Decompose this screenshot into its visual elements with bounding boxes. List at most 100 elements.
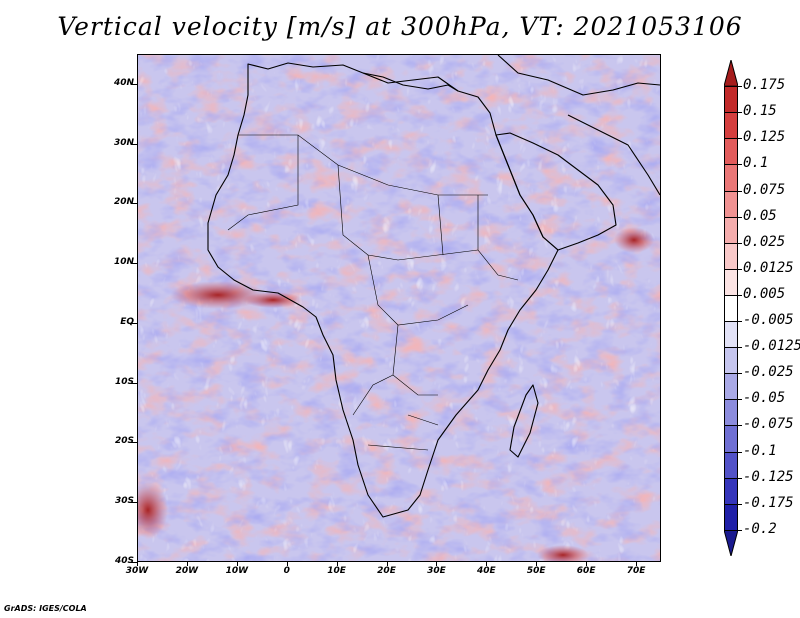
lat-tick: [131, 83, 137, 85]
colorbar-tick: [724, 112, 742, 114]
colorbar-tick: [724, 86, 742, 88]
colorbar-swatch: [724, 399, 738, 426]
colorbar-swatch: [724, 477, 738, 504]
colorbar-tick: [724, 477, 742, 479]
colorbar-tick: [724, 216, 742, 218]
lon-tick: [636, 562, 638, 566]
lat-label: 40N: [113, 77, 134, 88]
colorbar-label: -0.2: [743, 520, 777, 537]
lon-label: 10E: [327, 566, 346, 576]
colorbar-swatch: [724, 294, 738, 322]
colorbar-swatch: [724, 321, 738, 348]
colorbar-swatch: [724, 373, 738, 400]
colorbar-tick: [724, 347, 742, 349]
colorbar-swatch: [724, 138, 738, 165]
colorbar-tick: [724, 425, 742, 427]
colorbar-tick: [724, 138, 742, 140]
updraft-gulf-of-guinea: [243, 292, 303, 308]
colorbar-label: 0.15: [743, 103, 777, 120]
colorbar-label: 0.075: [743, 181, 786, 198]
updraft-south-atlantic: [138, 482, 168, 538]
lon-label: 60E: [576, 566, 596, 576]
lon-tick: [186, 562, 188, 566]
colorbar-tick: [724, 529, 742, 531]
colorbar-tick: [724, 451, 742, 453]
colorbar-swatch: [724, 503, 738, 530]
colorbar-tick: [724, 503, 742, 505]
colorbar-label: 0.125: [743, 129, 786, 146]
lat-label: 10N: [113, 257, 134, 268]
colorbar-tick: [724, 242, 742, 244]
colorbar-tick: [724, 164, 742, 166]
velocity-field-plot: [138, 55, 660, 561]
lon-label: 20E: [377, 566, 396, 576]
colorbar-tick: [724, 294, 742, 296]
colorbar-label: -0.005: [743, 312, 794, 329]
colorbar-label: -0.175: [743, 494, 794, 511]
lon-tick: [436, 562, 438, 566]
colorbar-swatch: [724, 86, 738, 113]
colorbar-label: 0.0125: [743, 259, 794, 276]
lon-label: 0: [283, 566, 290, 576]
colorbar-swatch: [724, 347, 738, 374]
colorbar-tick: [724, 399, 742, 401]
lat-label: 20S: [114, 436, 134, 447]
colorbar-swatch: [724, 529, 738, 556]
lat-label: 30S: [114, 496, 134, 507]
lon-tick: [586, 562, 588, 566]
lon-label: 70E: [626, 566, 646, 576]
colorbar-tick: [724, 321, 742, 323]
lon-label: 30W: [125, 566, 149, 576]
lat-label: EQ: [120, 316, 134, 327]
lon-tick: [236, 562, 238, 566]
lat-tick: [131, 143, 137, 145]
lat-tick: [131, 203, 137, 205]
colorbar-swatch: [724, 164, 738, 191]
colorbar-label: -0.025: [743, 364, 794, 381]
colorbar-swatch: [724, 190, 738, 217]
colorbar-tick: [724, 373, 742, 375]
lon-label: 40E: [476, 566, 496, 576]
lat-label: 20N: [113, 197, 134, 208]
updraft-south-indian-ocean: [537, 545, 589, 561]
colorbar-label: 0.025: [743, 233, 786, 250]
colorbar-swatch: [724, 60, 738, 87]
lon-tick: [486, 562, 488, 566]
colorbar-label: 0.1: [743, 155, 769, 172]
lat-label: 40S: [114, 556, 134, 566]
lat-tick: [131, 322, 137, 324]
lon-tick: [536, 562, 538, 566]
lat-tick: [131, 502, 137, 504]
map-title: Vertical velocity [m/s] at 300hPa, VT: 2…: [57, 12, 743, 41]
lat-tick: [131, 442, 137, 444]
lat-label: 30N: [113, 137, 134, 148]
lat-tick: [131, 382, 137, 384]
colorbar-swatch: [724, 242, 738, 269]
colorbar-label: 0.175: [743, 77, 786, 94]
lon-tick: [386, 562, 388, 566]
colorbar-swatch: [724, 268, 738, 295]
lon-tick: [286, 562, 288, 566]
updraft-west-africa-coast: [170, 281, 266, 309]
lat-label: 10S: [114, 376, 134, 387]
lon-tick: [336, 562, 338, 566]
colorbar-swatch: [724, 451, 738, 478]
colorbar-label: -0.075: [743, 416, 794, 433]
coastlines: [207, 55, 660, 518]
lon-label: 20W: [175, 566, 199, 576]
colorbar-label: -0.1: [743, 442, 777, 459]
colorbar-swatch: [724, 112, 738, 139]
colorbar-label: 0.005: [743, 285, 786, 302]
colorbar-label: -0.05: [743, 390, 786, 407]
madagascar-outline: [509, 384, 539, 458]
lon-label: 50E: [526, 566, 546, 576]
colorbar-tick: [724, 190, 742, 192]
colorbar-swatch: [724, 216, 738, 243]
colorbar-label: 0.05: [743, 207, 777, 224]
colorbar-swatch: [724, 425, 738, 452]
lat-tick: [131, 562, 137, 563]
country-borders: [227, 134, 519, 451]
lon-label: 30E: [427, 566, 446, 576]
lat-tick: [131, 263, 137, 265]
colorbar-tick: [724, 268, 742, 270]
